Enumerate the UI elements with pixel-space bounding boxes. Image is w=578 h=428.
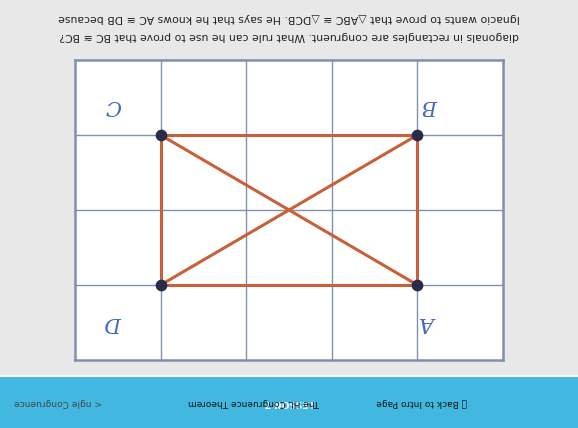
Text: LESSON 7: LESSON 7 (264, 398, 314, 407)
Text: The HL Congruence Theorem: The HL Congruence Theorem (188, 398, 320, 407)
Bar (75, 60, 503, 360)
Text: B: B (423, 95, 438, 115)
Text: diagonals in rectangles are congruent. What rule can he use to prove that BC ≅ B: diagonals in rectangles are congruent. W… (59, 31, 519, 41)
Text: Ignacio wants to prove that △ABC ≅ △DCB. He says that he knows AC ≅ DB because: Ignacio wants to prove that △ABC ≅ △DCB.… (58, 13, 520, 23)
Text: < ngle Congruence: < ngle Congruence (14, 398, 102, 407)
Text: A: A (423, 313, 438, 332)
Point (413, 282, 422, 288)
Text: 🗃 Back to Intro Page: 🗃 Back to Intro Page (376, 398, 468, 407)
Point (413, 131, 422, 138)
Text: C: C (106, 95, 121, 115)
Point (156, 282, 165, 288)
Bar (0, 376, 578, 428)
Text: D: D (105, 313, 122, 332)
Point (156, 131, 165, 138)
